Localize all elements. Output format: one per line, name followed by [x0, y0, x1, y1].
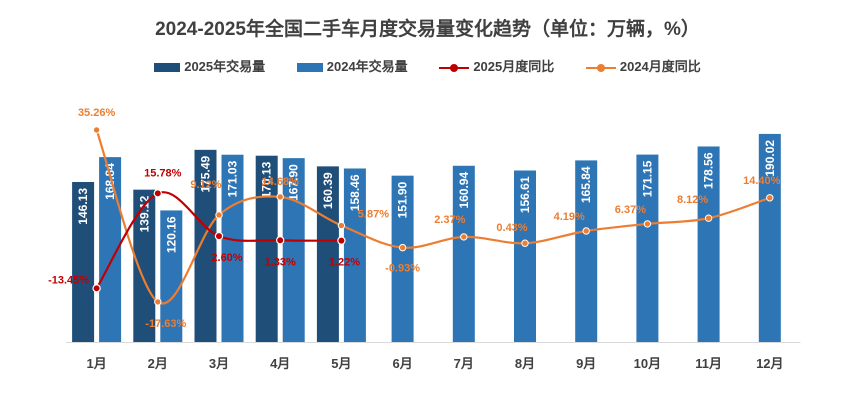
- point-label-2024-yoy-7: 2.37%: [434, 214, 465, 226]
- point-2025-yoy-2: [153, 189, 162, 198]
- point-2024-yoy-7: [460, 233, 468, 241]
- point-label-2024-yoy-4: 14.68%: [262, 176, 300, 188]
- point-2024-yoy-11: [704, 214, 713, 222]
- point-2024-yoy-6: [398, 243, 407, 252]
- legend-label-2025-volume: 2025年交易量: [184, 59, 266, 74]
- legend-item-2024-volume: 2024年交易量: [296, 56, 408, 75]
- x-tick-label-5: 5月: [331, 356, 351, 371]
- bar-2025-3: [194, 149, 217, 342]
- x-tick-label-3: 3月: [209, 356, 229, 371]
- bar-2024-2: [160, 210, 183, 342]
- bar-label-2024-3: 171.03: [226, 160, 240, 197]
- bar-2024-9: [575, 160, 598, 342]
- point-2024-yoy-8: [521, 239, 529, 247]
- point-2024-yoy-9: [582, 227, 590, 235]
- x-tick-label-4: 4月: [270, 356, 290, 371]
- point-2025-yoy-3: [214, 231, 224, 241]
- bar-label-2024-2: 120.16: [164, 216, 178, 253]
- legend-item-2025-yoy: 2025月度同比: [439, 56, 554, 75]
- point-label-2024-yoy-5: 5.87%: [358, 209, 389, 221]
- bar-label-2024-5: 158.46: [348, 174, 362, 211]
- point-label-2025-yoy-2: 15.78%: [144, 167, 182, 179]
- x-tick-label-2: 2月: [148, 356, 168, 371]
- bar-2024-1: [99, 157, 122, 342]
- bar-2024-10: [636, 154, 659, 342]
- bar-2024-8: [514, 170, 536, 342]
- bar-2025-4: [255, 155, 278, 342]
- point-label-2024-yoy-9: 4.19%: [554, 211, 585, 223]
- x-tick-label-11: 11月: [695, 356, 722, 371]
- bar-2024-6: [391, 175, 414, 342]
- point-2024-yoy-12: [766, 194, 774, 202]
- point-label-2024-yoy-2: -17.63%: [145, 318, 186, 330]
- point-2024-yoy-5: [337, 221, 346, 230]
- point-label-2024-yoy-3: 9.12%: [190, 179, 221, 191]
- point-label-2025-yoy-5: 1.22%: [329, 257, 360, 269]
- bar-label-2024-8: 156.61: [518, 176, 532, 213]
- bar-2024-11: [697, 146, 720, 342]
- bar-2025-5: [316, 166, 339, 342]
- legend-label-2024-volume: 2024年交易量: [326, 59, 408, 74]
- x-tick-label-6: 6月: [392, 356, 412, 371]
- bar-label-2024-12: 190.02: [763, 140, 777, 177]
- legend-swatch-2024-volume: [296, 63, 323, 73]
- legend-label-2025-yoy: 2025月度同比: [473, 59, 555, 74]
- legend-item-2024-yoy: 2024月度同比: [585, 56, 701, 75]
- point-2024-yoy-1: [92, 126, 101, 134]
- bar-label-2025-5: 160.39: [321, 172, 335, 209]
- bar-2024-5: [343, 168, 366, 342]
- bar-label-2024-7: 160.94: [457, 171, 471, 208]
- point-label-2024-yoy-10: 6.37%: [615, 204, 646, 216]
- legend: 2025年交易量 2024年交易量 2025月度同比 2024月度同比: [0, 56, 855, 75]
- bar-2024-4: [282, 158, 305, 342]
- bar-label-2024-9: 165.84: [579, 166, 593, 203]
- legend-item-2025-volume: 2025年交易量: [154, 56, 265, 75]
- point-label-2024-yoy-11: 8.12%: [677, 194, 708, 206]
- line-2025-yoy: [95, 191, 342, 289]
- bar-2024-12: [758, 133, 781, 342]
- chart-title: 2024-2025年全国二手车月度交易量变化趋势（单位：万辆，%）: [155, 19, 700, 40]
- point-2024-yoy-4: [276, 193, 284, 201]
- bar-label-2024-4: 167.90: [287, 164, 301, 201]
- x-tick-label-7: 7月: [454, 356, 474, 371]
- point-label-2024-yoy-8: 0.43%: [496, 222, 527, 234]
- bar-label-2025-3: 175.49: [199, 156, 213, 193]
- bar-2025-2: [133, 189, 156, 342]
- bar-2024-7: [452, 165, 475, 342]
- legend-line-2025-yoy: [439, 63, 470, 73]
- x-tick-label-9: 9月: [576, 356, 596, 371]
- bar-2025-1: [72, 181, 95, 342]
- x-tick-label-1: 1月: [86, 356, 106, 371]
- bar-label-2024-10: 171.15: [640, 160, 654, 197]
- point-2025-yoy-4: [276, 236, 285, 245]
- bar-label-2025-1: 146.13: [76, 188, 90, 225]
- bar-label-2025-2: 139.12: [137, 195, 151, 232]
- x-tick-label-12: 12月: [756, 356, 783, 371]
- legend-line-2024-yoy: [585, 63, 616, 73]
- point-label-2025-yoy-4: 1.33%: [265, 256, 296, 268]
- point-label-2024-yoy-6: -0.93%: [385, 263, 420, 275]
- x-tick-label-10: 10月: [634, 356, 661, 371]
- point-label-2025-yoy-3: 2.60%: [211, 252, 242, 264]
- x-tick-label-8: 8月: [515, 356, 535, 371]
- legend-swatch-2025-volume: [154, 63, 181, 73]
- point-2024-yoy-2: [154, 298, 162, 306]
- point-label-2024-yoy-12: 14.40%: [743, 175, 781, 187]
- point-2025-yoy-1: [92, 284, 101, 293]
- point-2025-yoy-5: [337, 236, 346, 245]
- point-label-2024-yoy-1: 35.26%: [78, 107, 116, 119]
- point-label-2025-yoy-1: -13.45%: [48, 274, 89, 286]
- bar-label-2024-6: 151.90: [396, 181, 410, 218]
- bar-label-2025-4: 170.13: [260, 161, 274, 198]
- point-2024-yoy-3: [215, 211, 223, 219]
- bar-label-2024-11: 178.56: [702, 152, 716, 189]
- point-2024-yoy-10: [643, 220, 652, 228]
- legend-label-2024-yoy: 2024月度同比: [619, 59, 701, 74]
